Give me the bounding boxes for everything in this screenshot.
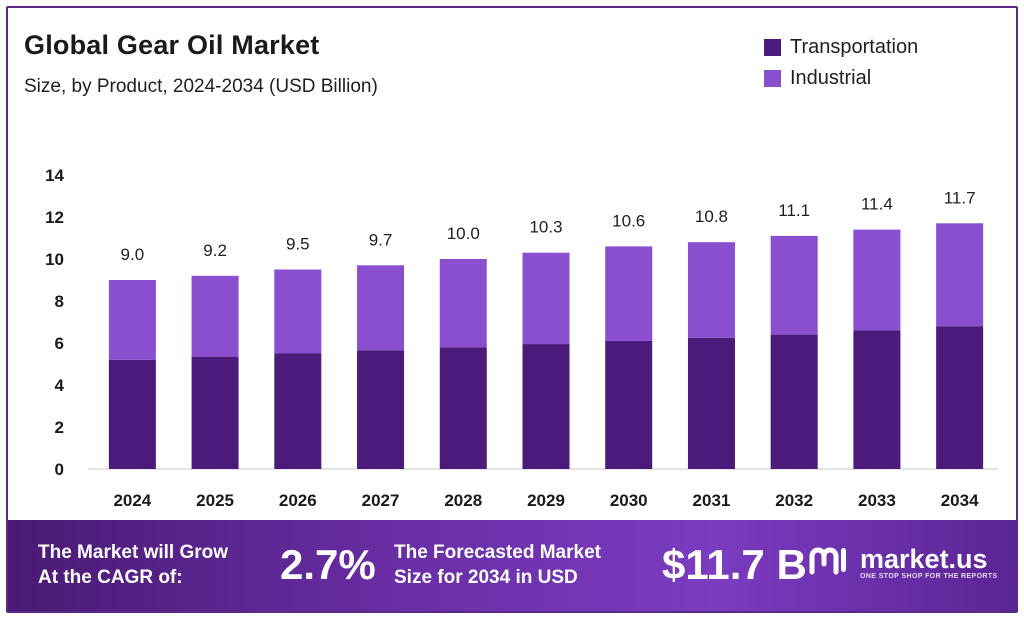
bar-transportation-2026	[274, 353, 322, 469]
data-label: 10.3	[529, 218, 562, 237]
y-tick-label: 2	[55, 418, 64, 437]
data-label: 9.0	[121, 245, 145, 264]
legend-item-transportation: Transportation	[764, 32, 918, 63]
x-tick-label: 2026	[279, 491, 317, 510]
bar-transportation-2029	[522, 344, 570, 469]
forecast-value: $11.7 B	[662, 541, 807, 588]
y-tick-label: 4	[55, 376, 65, 395]
bar-industrial-2033	[853, 229, 901, 331]
cagr-value: 2.7%	[280, 541, 376, 588]
bar-industrial-2031	[687, 242, 735, 338]
x-tick-label: 2034	[941, 491, 979, 510]
bar-industrial-2030	[605, 246, 653, 341]
cagr-label: The Market will Grow At the CAGR of:	[38, 542, 229, 588]
x-tick-label: 2024	[113, 491, 151, 510]
data-label: 10.0	[447, 224, 480, 243]
market-us-logo: market.us ONE STOP SHOP FOR THE REPORTS	[808, 542, 998, 582]
legend-swatch-industrial	[764, 70, 781, 87]
forecast-label: The Forecasted Market Size for 2034 in U…	[394, 542, 601, 588]
data-label: 10.6	[612, 211, 645, 230]
bar-industrial-2028	[439, 259, 487, 348]
infographic-frame: Global Gear Oil Market Size, by Product,…	[6, 6, 1018, 613]
y-tick-label: 0	[55, 460, 64, 479]
legend-label-transportation: Transportation	[790, 36, 919, 58]
chart-title: Global Gear Oil Market	[24, 30, 320, 60]
bar-industrial-2032	[770, 235, 818, 335]
x-tick-label: 2030	[610, 491, 648, 510]
x-tick-label: 2025	[196, 491, 234, 510]
legend-label-industrial: Industrial	[790, 67, 872, 89]
data-label: 10.8	[695, 207, 728, 226]
bar-transportation-2030	[605, 340, 653, 469]
bar-industrial-2027	[357, 265, 405, 351]
bar-industrial-2029	[522, 252, 570, 345]
y-tick-label: 8	[55, 292, 64, 311]
x-tick-label: 2029	[527, 491, 565, 510]
bar-transportation-2024	[108, 359, 156, 469]
bar-industrial-2026	[274, 269, 322, 354]
legend-item-industrial: Industrial	[764, 63, 918, 94]
data-label: 9.5	[286, 235, 310, 254]
bar-transportation-2032	[770, 334, 818, 469]
data-label: 11.1	[778, 201, 810, 220]
logo-name: market.us	[860, 543, 988, 574]
chart-legend: Transportation Industrial	[764, 32, 918, 94]
x-tick-label: 2033	[858, 491, 896, 510]
bar-transportation-2025	[191, 356, 239, 469]
summary-banner: The Market will Grow At the CAGR of: 2.7…	[8, 520, 1016, 611]
x-tick-label: 2031	[693, 491, 731, 510]
bar-chart: 0 2 4 6 8 10 12 14 9.0 2024 9.2 2025 9.5 2026 9.7 2027 1…	[45, 166, 998, 510]
x-tick-label: 2027	[362, 491, 400, 510]
data-label: 11.4	[861, 195, 893, 214]
x-tick-label: 2032	[775, 491, 813, 510]
bar-transportation-2027	[357, 350, 405, 469]
bar-industrial-2025	[191, 275, 239, 357]
data-label: 9.7	[369, 230, 393, 249]
bar-industrial-2034	[936, 223, 984, 327]
bar-industrial-2024	[108, 280, 156, 360]
y-tick-label: 10	[45, 250, 64, 269]
bar-transportation-2034	[936, 326, 984, 469]
market-us-logo-icon	[809, 547, 846, 575]
bar-transportation-2033	[853, 330, 901, 469]
bar-transportation-2031	[687, 337, 735, 469]
y-tick-label: 6	[55, 334, 64, 353]
logo-text: market.us ONE STOP SHOP FOR THE REPORTS	[860, 545, 998, 580]
legend-swatch-transportation	[764, 39, 781, 56]
chart-subtitle: Size, by Product, 2024-2034 (USD Billion…	[24, 76, 378, 97]
logo-tagline: ONE STOP SHOP FOR THE REPORTS	[860, 572, 998, 580]
bar-transportation-2028	[439, 347, 487, 469]
y-tick-label: 14	[45, 166, 64, 185]
data-label: 9.2	[203, 241, 227, 260]
y-tick-label: 12	[45, 208, 64, 227]
data-label: 11.7	[944, 188, 976, 207]
x-tick-label: 2028	[444, 491, 482, 510]
